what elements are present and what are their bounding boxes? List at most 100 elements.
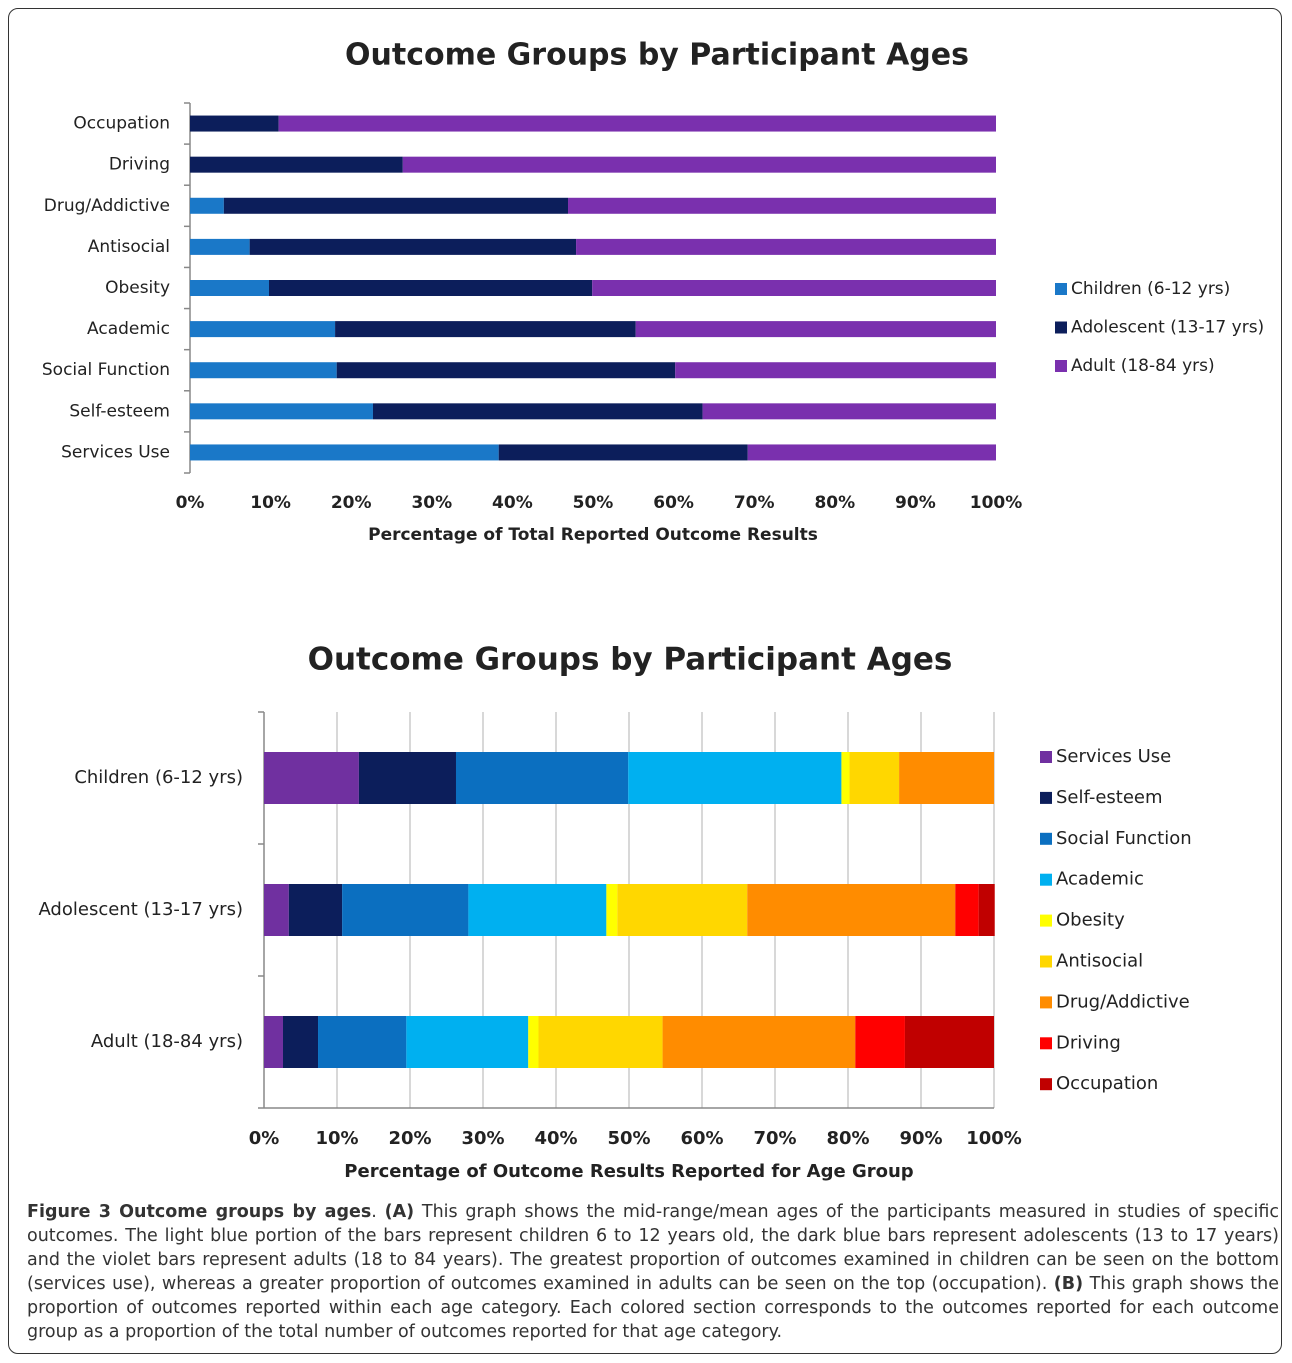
legend-label: Adolescent (13-17 yrs) [1071, 318, 1264, 338]
legend-swatch [1040, 873, 1052, 886]
caption-b-text: This graph shows the proportion of outco… [27, 1274, 1279, 1342]
bar-segment [190, 444, 499, 461]
x-tick-label: 30% [461, 1128, 504, 1149]
x-tick-label: 20% [331, 493, 372, 513]
x-tick-label: 40% [534, 1128, 577, 1149]
bar-segment [190, 197, 224, 214]
legend-swatch [1055, 360, 1067, 372]
legend-swatch [1055, 321, 1067, 334]
bar-segment [406, 1016, 529, 1068]
legend-label: Antisocial [1056, 951, 1143, 972]
bar-segment [855, 1016, 905, 1068]
y-tick-label: Adult (18-84 yrs) [91, 1031, 243, 1052]
x-tick-label: 20% [388, 1128, 431, 1149]
x-tick-label: 80% [814, 493, 855, 513]
legend-swatch [1055, 283, 1067, 295]
legend-label: Driving [1056, 1032, 1121, 1053]
bar-segment [978, 884, 995, 936]
bar-segment [190, 238, 250, 255]
bar-segment [335, 321, 636, 338]
bar-segment [747, 444, 996, 461]
x-tick-label: 80% [826, 1128, 869, 1149]
x-tick-label: 90% [895, 493, 936, 513]
charts: Outcome Groups by Participant Ages Percen… [38, 38, 1264, 1183]
bar-segment [904, 1016, 994, 1068]
bar-segment [849, 752, 900, 804]
bar-segment [402, 156, 996, 173]
caption-a-label: (A) [384, 1202, 415, 1222]
x-axis-label: Percentage of Outcome Results Reported f… [344, 1161, 914, 1182]
legend-swatch [1040, 751, 1052, 763]
legend-label: Obesity [1056, 910, 1125, 931]
bar-segment [498, 444, 748, 461]
bar-segment [628, 752, 842, 804]
caption-a-text: This graph shows the mid-range/mean ages… [27, 1202, 1279, 1294]
caption-label: Figure 3 Outcome groups by ages [27, 1202, 372, 1222]
bar-segment [899, 752, 994, 804]
y-tick-label: Social Function [42, 360, 170, 380]
x-tick-label: 10% [250, 493, 291, 513]
caption-b-label: (B) [1053, 1274, 1084, 1294]
x-tick-label: 30% [411, 493, 452, 513]
y-tick-label: Occupation [73, 114, 170, 134]
legend-label: Drug/Addictive [1056, 991, 1190, 1012]
x-tick-label: 70% [734, 493, 775, 513]
legend-swatch [1040, 791, 1052, 804]
x-tick-label: 0% [176, 493, 205, 513]
y-tick-label: Self-esteem [69, 401, 170, 421]
bar-segment [606, 884, 618, 936]
legend-label: Self-esteem [1056, 787, 1163, 808]
x-tick-label: 60% [653, 493, 694, 513]
legend-swatch [1040, 1037, 1052, 1050]
legend-swatch [1040, 955, 1052, 968]
bar-segment [662, 1016, 856, 1068]
chart-title: Outcome Groups by Participant Ages [308, 642, 953, 678]
bar-segment [190, 115, 279, 132]
bar-segment [528, 1016, 539, 1068]
bar-segment [278, 115, 996, 132]
legend-label: Occupation [1056, 1073, 1158, 1094]
legend-swatch [1040, 914, 1052, 927]
x-tick-label: 50% [573, 493, 614, 513]
bar-segment [336, 362, 676, 379]
bar-segment [268, 280, 593, 296]
bar-segment [288, 884, 343, 936]
caption-label-end: . [371, 1202, 377, 1222]
legend-label: Adult (18-84 yrs) [1071, 356, 1215, 376]
x-tick-label: 50% [607, 1128, 650, 1149]
y-tick-label: Academic [87, 319, 170, 339]
x-tick-label: 100% [970, 493, 1023, 513]
caption: Figure 3 Outcome groups by ages. (A) Thi… [27, 1200, 1279, 1344]
bar-segment [592, 280, 996, 296]
x-axis-label: Percentage of Total Reported Outcome Res… [368, 525, 818, 545]
bar-segment [538, 1016, 663, 1068]
bar-segment [264, 752, 359, 804]
bar-segment [249, 238, 577, 255]
bar-segment [190, 403, 373, 420]
x-tick-label: 10% [315, 1128, 358, 1149]
bar-segment [568, 197, 996, 214]
x-tick-label: 60% [680, 1128, 723, 1149]
bar-segment [282, 1016, 319, 1068]
legend-swatch [1040, 832, 1052, 845]
y-tick-label: Driving [109, 155, 170, 175]
legend-label: Children (6-12 yrs) [1071, 279, 1230, 299]
y-tick-label: Antisocial [88, 237, 170, 257]
bar-segment [576, 238, 996, 255]
bar-segment [318, 1016, 407, 1068]
bar-segment [702, 403, 996, 420]
bar-segment [372, 403, 703, 420]
x-tick-label: 70% [753, 1128, 796, 1149]
bar-segment [675, 362, 996, 379]
bar-segment [841, 752, 850, 804]
x-tick-label: 40% [492, 493, 533, 513]
y-tick-label: Children (6-12 yrs) [74, 767, 243, 788]
bar-segment [223, 197, 569, 214]
bar-segment [635, 321, 996, 338]
bar-segment [264, 884, 289, 936]
legend-label: Academic [1056, 869, 1144, 890]
y-tick-label: Drug/Addictive [44, 196, 170, 216]
bar-segment [468, 884, 607, 936]
y-tick-label: Services Use [61, 442, 170, 462]
y-tick-label: Obesity [105, 278, 170, 298]
